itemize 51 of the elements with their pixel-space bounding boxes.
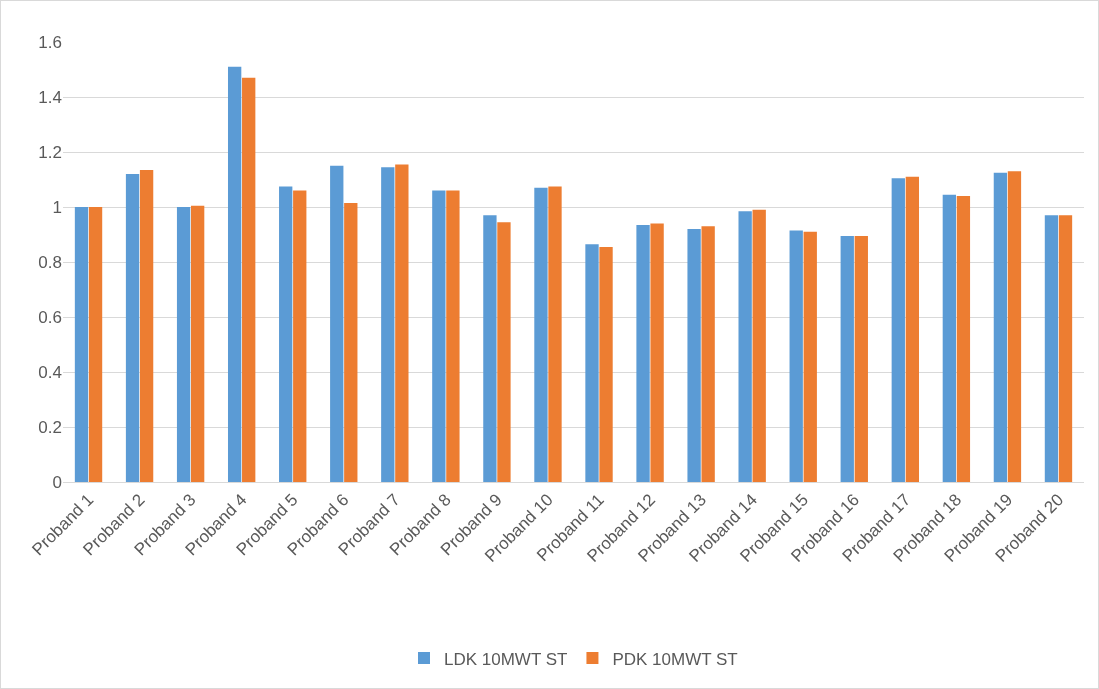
bar: [395, 164, 409, 482]
bar: [905, 176, 920, 482]
bar: [548, 186, 562, 482]
bar: [330, 165, 344, 482]
bar: [738, 211, 752, 482]
y-tick-label: 1: [52, 197, 62, 217]
bar: [1058, 215, 1073, 482]
bar: [432, 190, 446, 482]
y-tick-label: 0.2: [38, 417, 62, 437]
bar: [227, 66, 242, 482]
y-tick-label: 0.8: [38, 252, 62, 272]
bar: [293, 190, 307, 482]
bar: [176, 207, 191, 482]
bar: [701, 226, 715, 482]
bar: [139, 169, 154, 482]
bar: [687, 229, 701, 482]
bar: [279, 186, 293, 482]
bar: [585, 244, 599, 482]
bar: [1007, 171, 1022, 482]
y-tick-label: 1.4: [38, 87, 62, 107]
bar: [534, 187, 548, 482]
bar: [599, 246, 613, 482]
bar: [74, 207, 89, 482]
bar: [190, 205, 205, 482]
bar: [497, 222, 511, 482]
bar: [242, 77, 256, 482]
y-tick-label: 0: [52, 472, 62, 492]
y-tick-label: 0.4: [38, 362, 62, 382]
y-tick-label: 0.6: [38, 307, 62, 327]
bar: [942, 194, 957, 482]
bar: [381, 167, 395, 482]
bar: [752, 209, 766, 482]
y-tick-label: 1.2: [38, 142, 62, 162]
legend-label: PDK 10MWT ST: [612, 649, 738, 669]
bar: [636, 224, 650, 482]
bar: [1044, 215, 1059, 482]
bar: [483, 215, 497, 482]
bar: [446, 190, 460, 482]
bar: [803, 231, 817, 482]
bar: [88, 207, 103, 482]
y-tick-label: 1.6: [38, 32, 62, 52]
bar: [650, 223, 664, 482]
bar: [789, 230, 803, 482]
bar: [891, 178, 905, 482]
bar: [993, 172, 1008, 482]
bar: [125, 174, 140, 482]
bar: [956, 196, 971, 482]
bar: [344, 202, 358, 482]
bar: [854, 235, 868, 482]
bar: [840, 235, 854, 482]
legend-label: LDK 10MWT ST: [444, 649, 568, 669]
